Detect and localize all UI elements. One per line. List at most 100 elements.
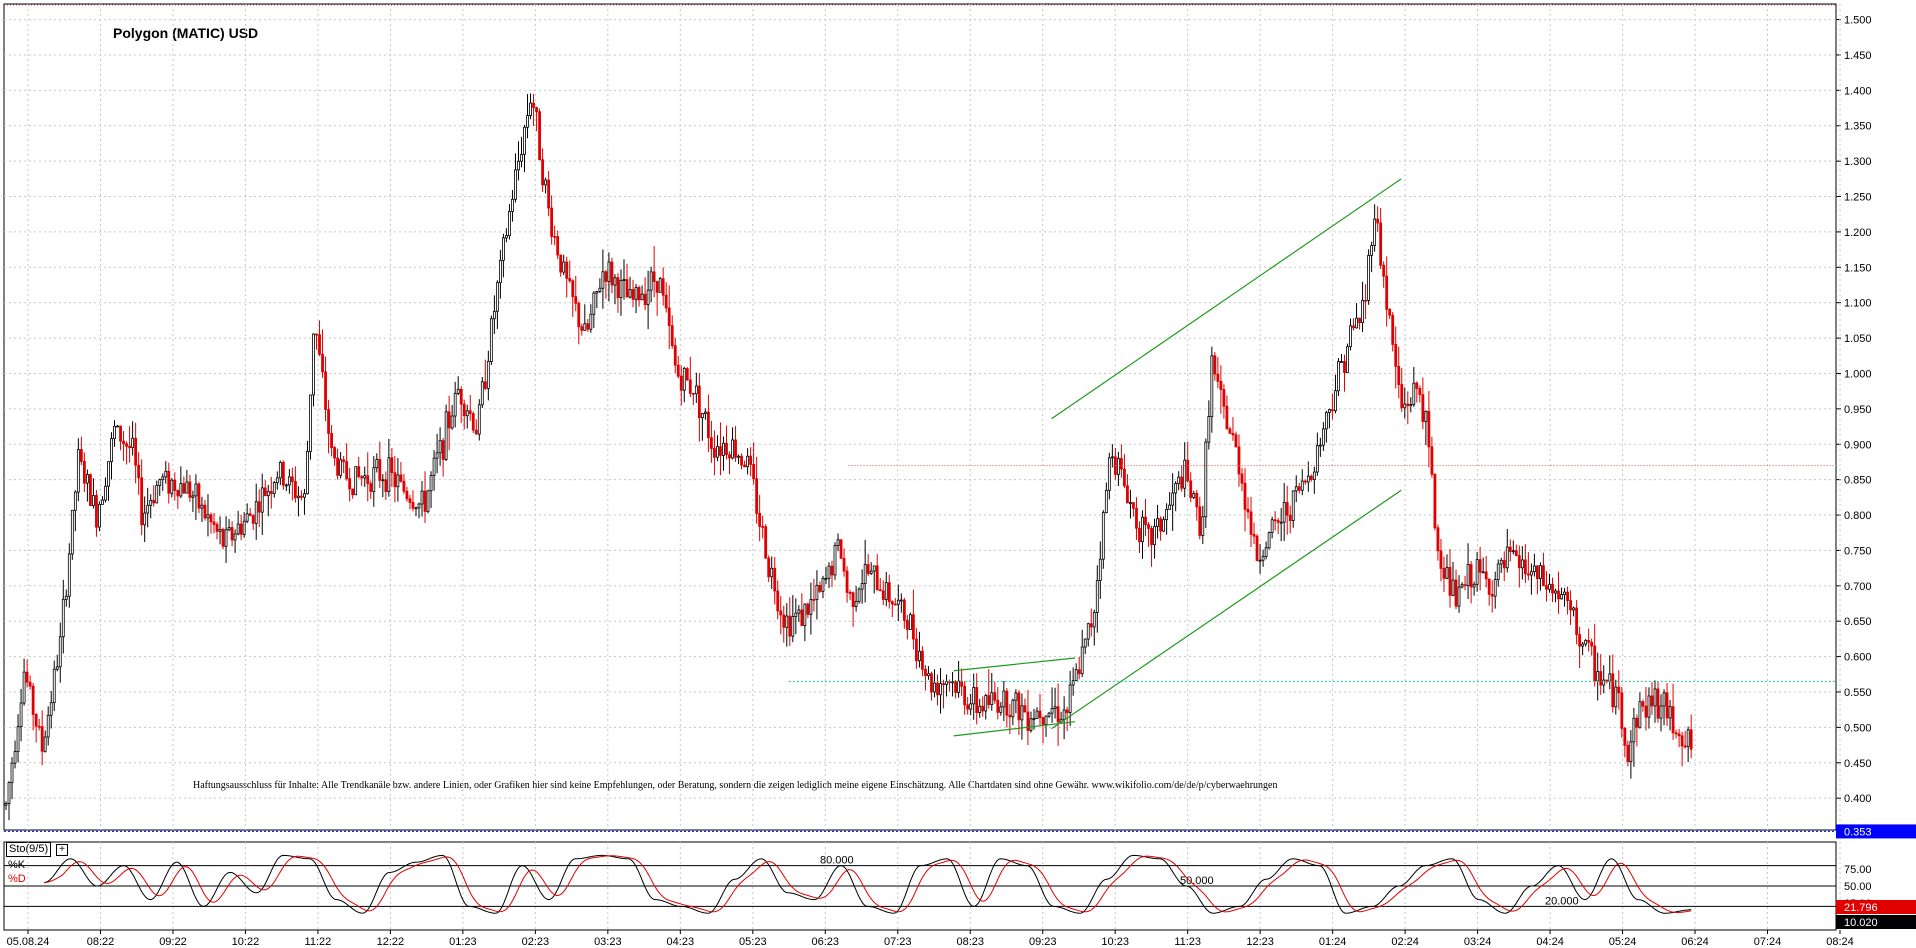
y-tick-label: 1.150 (1844, 262, 1872, 274)
candle-body (275, 477, 279, 484)
candle-body (1533, 565, 1536, 573)
trend-line (1051, 489, 1402, 730)
candle-body (890, 601, 894, 605)
candle-body (508, 211, 511, 237)
candle-body (945, 681, 948, 685)
candle-body (957, 680, 961, 693)
candle-body (468, 410, 472, 414)
candle-body (37, 725, 41, 728)
candle-body (1210, 355, 1214, 417)
candle-body (658, 278, 662, 293)
candle-body (212, 521, 216, 525)
candle-body (176, 490, 180, 497)
candle-body (1249, 511, 1253, 535)
candle-body (1641, 701, 1645, 707)
candle-body (598, 287, 602, 292)
candle-body (179, 483, 183, 497)
candle-body (1318, 444, 1322, 447)
candle-body (281, 461, 285, 486)
candle-body (158, 479, 162, 486)
candle-body (498, 259, 502, 284)
candle-body (104, 485, 107, 501)
candle-body (670, 325, 674, 347)
candle-body (1614, 686, 1618, 708)
candle-body (685, 368, 689, 381)
candle-body (1635, 717, 1639, 728)
candle-body (369, 483, 373, 492)
candle-body (1011, 699, 1015, 718)
candle-body (55, 666, 59, 670)
candle-body (1041, 717, 1045, 725)
candle-body (378, 459, 382, 481)
candle-body (79, 449, 83, 462)
candle-body (471, 413, 475, 431)
candle-body (236, 523, 240, 535)
x-tick-label: 04:24 (1536, 936, 1564, 948)
candle-body (309, 394, 312, 452)
candle-body (604, 271, 608, 282)
candle-body (1038, 710, 1042, 718)
candle-body (191, 495, 195, 498)
candle-body (818, 584, 822, 592)
candle-body (1397, 365, 1401, 385)
candle-body (803, 603, 807, 627)
candle-body (872, 565, 876, 572)
candle-body (1608, 673, 1612, 682)
candle-body (294, 481, 297, 499)
candle-body (1671, 706, 1675, 734)
candle-body (1222, 389, 1226, 407)
candle-body (800, 609, 804, 627)
candle-body (517, 160, 520, 171)
candle-body (716, 446, 719, 458)
x-tick-label: 07:23 (884, 936, 912, 948)
candle-body (1602, 679, 1606, 686)
candle-body (1611, 673, 1615, 708)
candle-body (628, 289, 632, 298)
y-tick-label: 1.400 (1844, 85, 1872, 97)
candle-body (1014, 692, 1018, 701)
candle-body (1312, 471, 1316, 480)
candle-body (1638, 701, 1642, 728)
candle-body (1291, 490, 1295, 521)
candle-body (827, 565, 831, 579)
candle-body (1273, 519, 1277, 522)
candle-body (637, 287, 641, 301)
candle-body (1505, 546, 1509, 569)
candle-body (571, 280, 575, 297)
candle-body (785, 615, 789, 628)
candle-body (98, 504, 101, 528)
candle-body (1189, 480, 1193, 498)
candle-body (155, 485, 159, 504)
candle-body (297, 495, 300, 499)
candle-body (1587, 640, 1591, 643)
candle-body (1141, 516, 1144, 543)
candle-body (1647, 695, 1651, 718)
candle-body (46, 714, 50, 738)
candle-body (1282, 502, 1286, 523)
candle-body (408, 498, 412, 503)
candle-body (483, 381, 487, 389)
candle-body (836, 539, 840, 546)
stochastic-indicator-label[interactable]: Sto(9/5) (6, 842, 52, 857)
candle-body (462, 403, 466, 417)
candle-body (1653, 688, 1657, 707)
candle-body (911, 614, 915, 640)
candle-body (110, 438, 113, 463)
candle-body (315, 333, 318, 336)
candle-body (206, 514, 210, 519)
candle-body (1153, 526, 1156, 546)
candle-body (333, 447, 336, 459)
x-tick-label: 02:24 (1391, 936, 1419, 948)
candle-body (85, 474, 89, 484)
candle-body (1548, 583, 1551, 590)
expand-indicator-button[interactable]: + (56, 844, 68, 856)
candle-body (1300, 480, 1304, 491)
candle-body (1448, 566, 1452, 596)
x-tick-label: 08:24 (1826, 936, 1854, 948)
candle-body (731, 439, 734, 459)
candle-body (806, 603, 810, 615)
candle-body (1120, 458, 1123, 470)
candle-body (1068, 684, 1072, 713)
candle-body (1382, 264, 1386, 277)
